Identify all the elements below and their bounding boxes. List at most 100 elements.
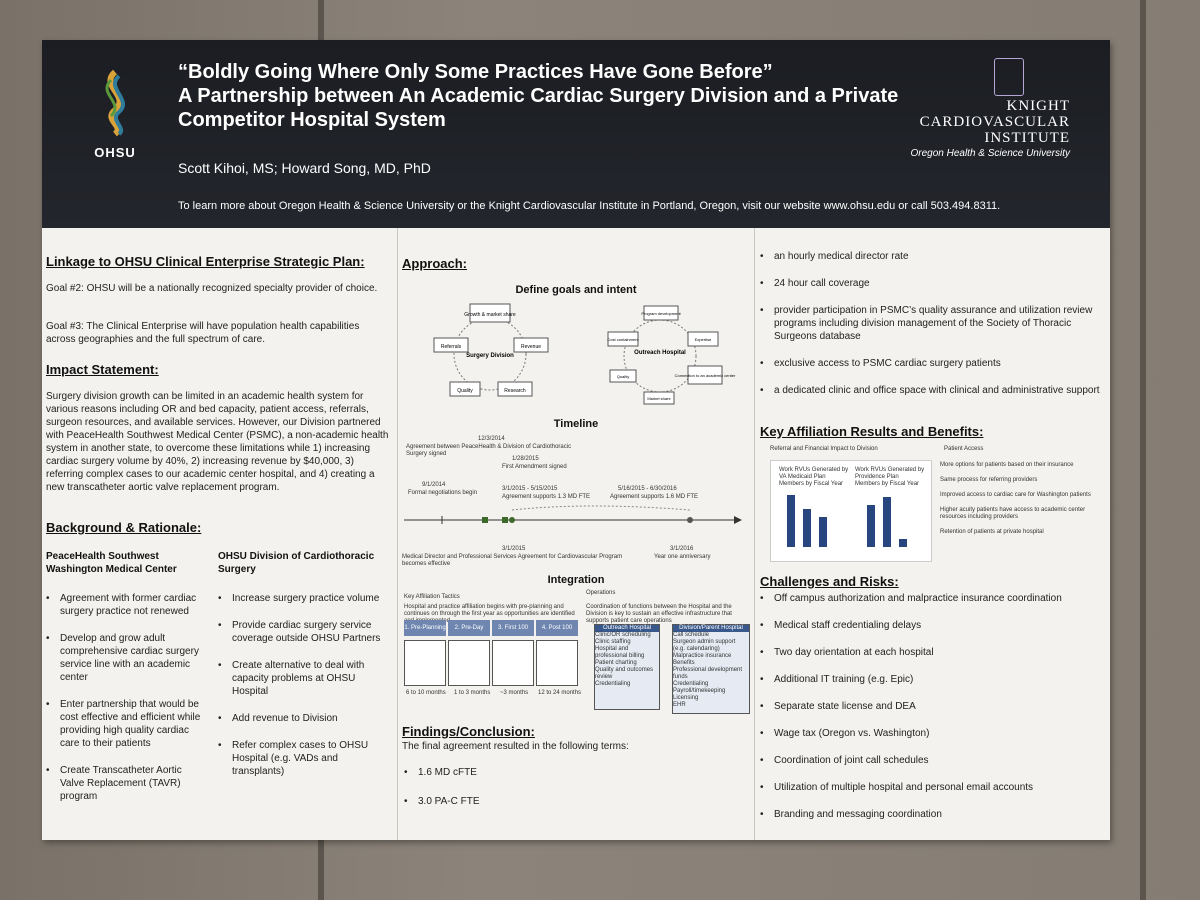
goals-title: Define goals and intent xyxy=(515,284,637,296)
division-node: Growth & market share xyxy=(464,312,516,318)
list-item: Two day orientation at each hospital xyxy=(760,646,1100,659)
results-heading: Key Affiliation Results and Benefits: xyxy=(760,424,984,439)
ops-item: Clinic/OR scheduling xyxy=(595,632,651,638)
authors: Scott Kihoi, MS; Howard Song, MD, PhD xyxy=(178,160,431,176)
list-item: Coordination of joint call schedules xyxy=(760,754,1100,767)
division-node: Research xyxy=(504,388,526,394)
title-line: Competitor Hospital System xyxy=(178,109,446,131)
phase-detail-box xyxy=(492,640,534,686)
kci-line: KNIGHT xyxy=(1006,98,1070,114)
division-node: Quality xyxy=(457,388,473,394)
ohsu-division-list: Increase surgery practice volume Provide… xyxy=(218,592,390,778)
kci-subtitle: Oregon Health & Science University xyxy=(910,148,1070,159)
hospital-node: Market share xyxy=(647,396,671,401)
list-item: Create Transcatheter Aortic Valve Replac… xyxy=(46,764,206,803)
rvu-charts: Work RVUs Generated by VA Medicaid Plan … xyxy=(770,460,932,562)
phase-detail-box xyxy=(448,640,490,686)
division-nodes: Growth & market share Revenue Research Q… xyxy=(433,303,549,397)
phase-detail-box xyxy=(404,640,446,686)
phase-pill: 1. Pre-Planning xyxy=(404,620,446,636)
timeline-label: 1/28/2015 xyxy=(512,456,539,462)
timeline-label: Agreement supports 1.3 MD FTE xyxy=(502,494,591,500)
kci-logo: KNIGHT CARDIOVASCULAR INSTITUTE Oregon H… xyxy=(890,58,1070,159)
list-item: an hourly medical director rate xyxy=(760,250,1100,263)
list-item: Branding and messaging coordination xyxy=(760,808,1100,821)
phase-pill: 2. Pre-Day 1/Go Live xyxy=(448,620,490,647)
linkage-heading: Linkage to OHSU Clinical Enterprise Stra… xyxy=(46,254,365,269)
list-item: More options for patients based on their… xyxy=(940,462,1074,468)
phase-detail-box xyxy=(536,640,578,686)
findings-text: The final agreement resulted in the foll… xyxy=(402,741,629,752)
financial-label: Referral and Financial Impact to Divisio… xyxy=(770,446,878,452)
timeline-label: 3/1/2015 - 5/15/2015 xyxy=(502,486,558,492)
title-line: “Boldly Going Where Only Some Practices … xyxy=(178,61,773,83)
ops-item: Call schedule xyxy=(673,632,710,638)
phase-time: 1 to 3 months xyxy=(454,690,491,696)
chart-title: Work RVUs Generated by VA Medicaid Plan … xyxy=(779,467,849,487)
timeline-label: Formal negotiations begin xyxy=(408,490,478,496)
impact-text: Surgery division growth can be limited i… xyxy=(46,391,389,493)
list-item: Enter partnership that would be cost eff… xyxy=(46,698,206,750)
timeline-label: 5/16/2015 - 6/30/2016 xyxy=(618,486,677,492)
terms-list: an hourly medical director rate 24 hour … xyxy=(760,250,1100,397)
timeline-label: 3/1/2015 xyxy=(502,546,526,552)
list-item: 24 hour call coverage xyxy=(760,277,1100,290)
list-item: Improved access to cardiac care for Wash… xyxy=(940,492,1091,498)
list-item: Same process for referring providers xyxy=(940,477,1038,483)
background-heading: Background & Rationale: xyxy=(46,520,202,535)
phase-time: 6 to 10 months xyxy=(406,690,446,696)
column-right: an hourly medical director rate 24 hour … xyxy=(754,228,1110,840)
ops-item: Quality and outcomes review xyxy=(595,667,654,680)
phase-pill: 3. First 100 Days xyxy=(492,620,534,647)
ops-item: Professional development funds xyxy=(673,667,743,680)
division-node: Revenue xyxy=(521,344,541,350)
ops-division-head: Division/Parent Hospital xyxy=(673,625,749,632)
hospital-node: Program development xyxy=(641,311,681,316)
goal-2: Goal #2: OHSU will be a nationally recog… xyxy=(46,283,378,294)
hospital-node: Connection to an academic center xyxy=(675,373,736,378)
ops-item: Patient charting xyxy=(595,660,637,666)
timeline-label: Agreement between PeaceHealth & Division… xyxy=(406,444,572,457)
chart-bar xyxy=(867,505,875,547)
list-item: provider participation in PSMC’s quality… xyxy=(760,304,1100,343)
timeline-label: 12/3/2014 xyxy=(478,436,505,442)
ops-item: Payroll/timekeeping xyxy=(673,688,726,694)
challenges-heading: Challenges and Risks: xyxy=(760,574,899,589)
phase-time: ~3 months xyxy=(500,690,529,696)
operations-note: Coordination of functions between the Ho… xyxy=(586,604,732,624)
list-item: Separate state license and DEA xyxy=(760,700,1100,713)
ops-item: EHR xyxy=(673,702,686,708)
poster-header: OHSU “Boldly Going Where Only Some Pract… xyxy=(42,40,1110,228)
phase-pill: 4. Post 100 Days xyxy=(536,620,578,647)
access-list: More options for patients based on their… xyxy=(940,462,1100,536)
list-item: Higher acuity patients have access to ac… xyxy=(940,507,1086,520)
hospital-center-label: Outreach Hospital xyxy=(634,350,686,356)
list-item: Retention of patients at private hospita… xyxy=(940,529,1044,535)
list-item: 3.0 PA-C FTE xyxy=(404,795,704,808)
ops-item: Malpractice insurance xyxy=(673,653,732,659)
operations-label: Operations xyxy=(586,590,616,596)
timeline-label: 3/1/2016 xyxy=(670,546,694,552)
ohsu-division-subheading: OHSU Division of Cardiothoracic Surgery xyxy=(218,551,375,575)
ops-division-box: Division/Parent Hospital Call schedule S… xyxy=(672,624,750,714)
column-middle: Approach: Define goals and intent Surger… xyxy=(397,228,755,840)
phase-time: 12 to 24 months xyxy=(538,690,582,696)
psmc-list: Agreement with former cardiac surgery pr… xyxy=(46,592,206,803)
timeline-label: 9/1/2014 xyxy=(422,482,446,488)
list-item: exclusive access to PSMC cardiac surgery… xyxy=(760,357,1100,370)
ops-item: Clinic staffing xyxy=(595,639,631,645)
impact-heading: Impact Statement: xyxy=(46,362,159,377)
list-item: Refer complex cases to OHSU Hospital (e.… xyxy=(218,739,390,778)
timeline-label: Agreement supports 1.6 MD FTE xyxy=(610,494,699,500)
division-node: Referrals xyxy=(441,344,462,350)
list-item: Wage tax (Oregon vs. Washington) xyxy=(760,727,1100,740)
list-item: Provide cardiac surgery service coverage… xyxy=(218,619,390,645)
findings-list: 1.6 MD cFTE 3.0 PA-C FTE xyxy=(404,766,704,808)
list-item: Off campus authorization and malpractice… xyxy=(760,592,1100,605)
access-label: Patient Access xyxy=(944,446,984,452)
list-item: a dedicated clinic and office space with… xyxy=(760,384,1100,397)
list-item: Agreement with former cardiac surgery pr… xyxy=(46,592,206,618)
hospital-node: Expertise xyxy=(695,337,712,342)
list-item: Utilization of multiple hospital and per… xyxy=(760,781,1100,794)
list-item: Create alternative to deal with capacity… xyxy=(218,659,390,698)
